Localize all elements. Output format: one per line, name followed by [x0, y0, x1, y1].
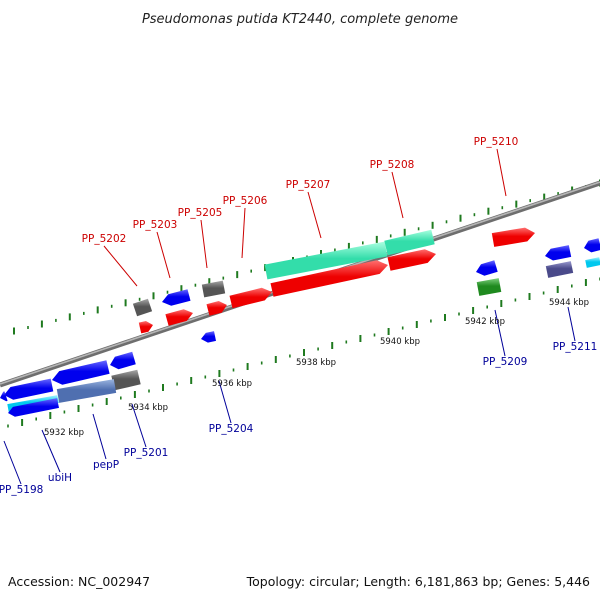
- scale-label: 5936 kbp: [212, 379, 252, 389]
- leader-line: [131, 403, 147, 448]
- page-title: Pseudomonas putida KT2440, complete geno…: [142, 12, 458, 27]
- leader-line: [156, 231, 171, 279]
- genome-summary-text: Topology: circular; Length: 6,181,863 bp…: [246, 574, 590, 589]
- gene-features: [0, 227, 600, 417]
- leader-line: [92, 413, 107, 460]
- gene-arrow-left-edge[interactable]: [0, 391, 8, 402]
- gene-arrow-pp5210[interactable]: [491, 227, 535, 247]
- steel-feature-left[interactable]: [56, 379, 117, 403]
- leader-line: [391, 171, 404, 219]
- gene-label-pp5205[interactable]: PP_5205: [178, 207, 223, 219]
- misc-feature-1[interactable]: [132, 298, 153, 317]
- leader-line: [496, 148, 507, 197]
- leader-line: [567, 306, 576, 342]
- gray-feature-left[interactable]: [111, 369, 141, 391]
- gene-arrow-pp5203[interactable]: [165, 309, 193, 326]
- scale-label: 5944 kbp: [549, 298, 589, 308]
- gene-label-ubih[interactable]: ubiH: [48, 472, 72, 484]
- gene-arrow-pp5206[interactable]: [229, 287, 273, 309]
- scale-label: 5938 kbp: [296, 358, 336, 368]
- gene-label-pp5208[interactable]: PP_5208: [370, 159, 415, 171]
- gene-arrow-blue-b[interactable]: [476, 260, 498, 276]
- gene-label-pp5211[interactable]: PP_5211: [553, 341, 598, 353]
- rna-feature-2[interactable]: [384, 229, 435, 256]
- rna-feature-1[interactable]: [264, 241, 388, 280]
- label-leader-lines: [3, 148, 576, 485]
- leader-line: [41, 429, 61, 473]
- scale-label: 5942 kbp: [465, 317, 505, 327]
- misc-feature-2[interactable]: [201, 280, 226, 298]
- leader-line: [494, 309, 506, 357]
- gene-label-pp5204[interactable]: PP_5204: [209, 423, 254, 435]
- gene-arrow-left-2[interactable]: [52, 360, 110, 385]
- gene-label-pp5207[interactable]: PP_5207: [286, 179, 331, 191]
- scale-label: 5932 kbp: [44, 428, 84, 438]
- gene-label-pp5203[interactable]: PP_5203: [133, 219, 178, 231]
- leader-line: [200, 219, 208, 269]
- gene-arrow-blue-a[interactable]: [162, 289, 191, 306]
- gene-arrow-blue-c[interactable]: [545, 245, 572, 261]
- leader-line: [307, 191, 322, 239]
- gene-label-pp5206[interactable]: PP_5206: [223, 195, 268, 207]
- gene-arrow-pp5208[interactable]: [387, 249, 437, 271]
- green-feature[interactable]: [476, 278, 502, 296]
- gene-arrow-left-3[interactable]: [110, 351, 136, 370]
- leader-line: [218, 380, 232, 424]
- gene-arrow-pp5202[interactable]: [138, 321, 153, 334]
- gene-label-pp5202[interactable]: PP_5202: [82, 233, 127, 245]
- slate-feature-right[interactable]: [545, 261, 574, 278]
- gene-label-pp5210[interactable]: PP_5210: [474, 136, 519, 148]
- gene-arrow-blue-d[interactable]: [584, 238, 600, 253]
- gene-arrow-left-1[interactable]: [4, 378, 54, 400]
- leader-line: [103, 245, 138, 287]
- gene-arrow-pp5204[interactable]: [201, 331, 216, 343]
- scale-label: 5940 kbp: [380, 337, 420, 347]
- scale-label: 5934 kbp: [128, 403, 168, 413]
- leader-line: [3, 440, 22, 485]
- cyan-feature-right[interactable]: [585, 257, 600, 268]
- gene-arrow-pp5207[interactable]: [270, 260, 389, 297]
- leader-line: [241, 207, 246, 259]
- accession-text: Accession: NC_002947: [8, 574, 150, 589]
- gene-label-pp5209[interactable]: PP_5209: [483, 356, 528, 368]
- gene-label-pp5198[interactable]: PP_5198: [0, 484, 43, 496]
- gene-label-pepp[interactable]: pepP: [93, 459, 119, 471]
- gene-arrow-pp5205[interactable]: [206, 301, 228, 316]
- gene-label-pp5201[interactable]: PP_5201: [124, 447, 169, 459]
- gene-arrow-left-4[interactable]: [8, 398, 59, 417]
